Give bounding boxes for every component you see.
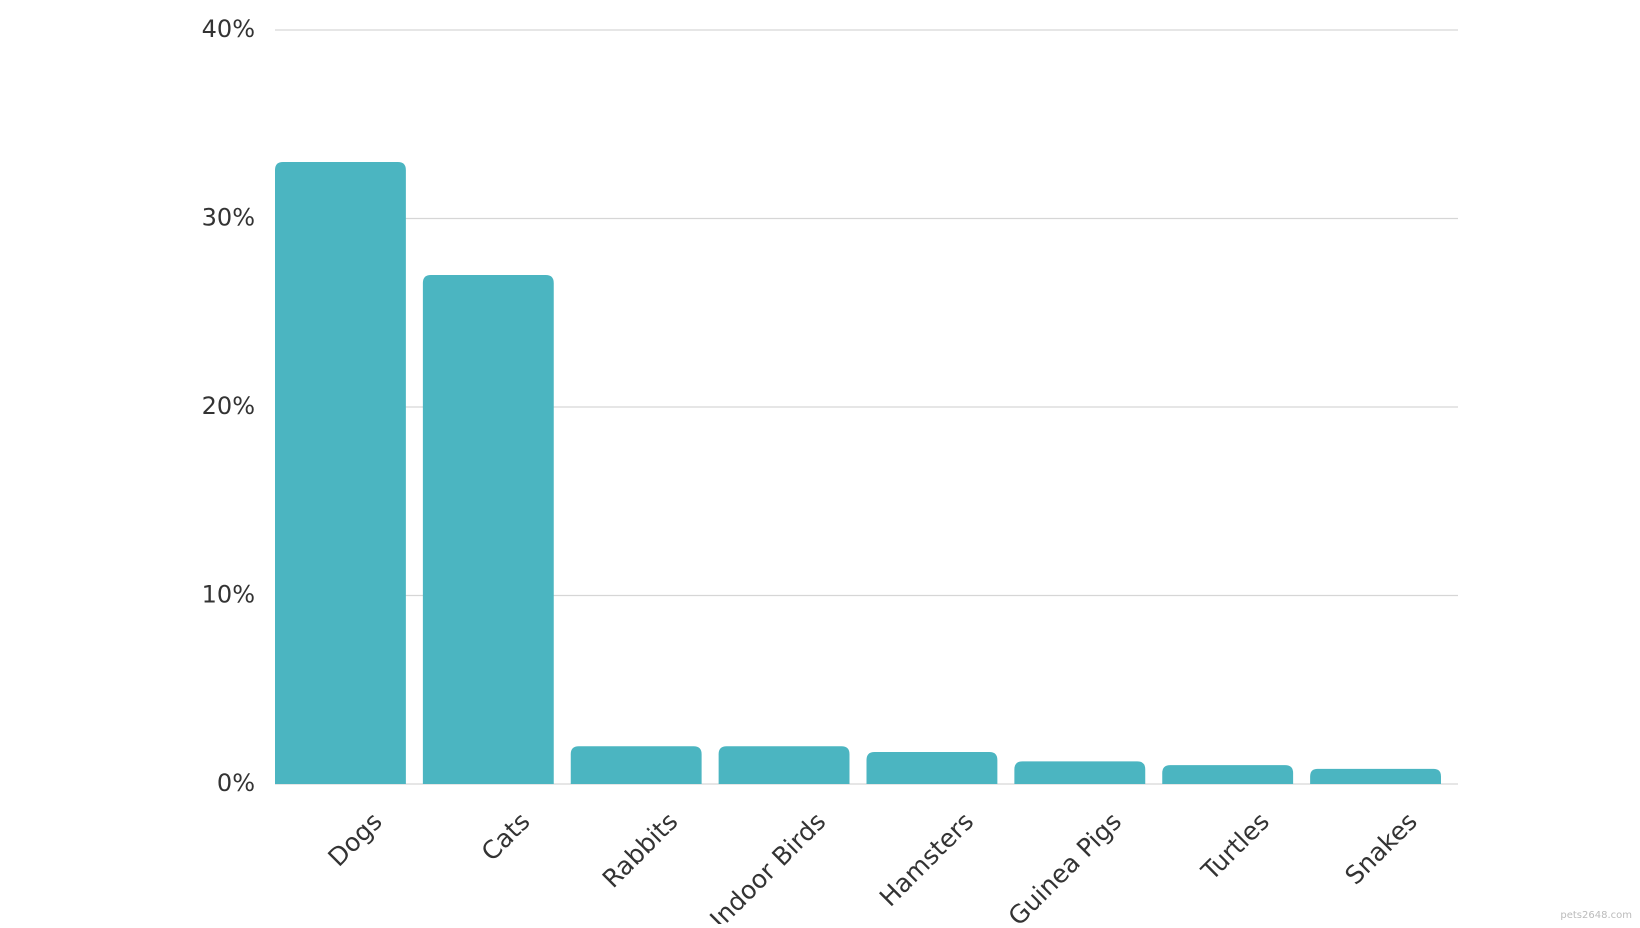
x-tick-label: Dogs — [322, 807, 387, 872]
y-tick-label: 20% — [202, 392, 255, 420]
watermark: pets2648.com — [1560, 910, 1632, 921]
x-tick-label: Cats — [476, 807, 536, 867]
bar — [422, 275, 554, 784]
y-tick-label: 40% — [202, 15, 255, 43]
bar — [275, 161, 406, 784]
bar — [1014, 761, 1146, 784]
x-tick-label: Hamsters — [874, 807, 979, 912]
y-tick-label: 10% — [202, 581, 255, 609]
x-tick-label: Snakes — [1339, 807, 1422, 890]
x-tick-label: Guinea Pigs — [1003, 807, 1127, 924]
bar — [1162, 765, 1294, 784]
bar — [866, 751, 998, 784]
x-tick-label: Indoor Birds — [704, 807, 831, 924]
y-tick-label: 0% — [217, 769, 255, 797]
x-tick-label: Rabbits — [597, 807, 684, 894]
y-tick-label: 30% — [202, 204, 255, 232]
bar — [718, 746, 850, 784]
x-tick-label: Turtles — [1195, 807, 1275, 887]
bar — [1310, 768, 1441, 784]
bar — [570, 746, 702, 784]
